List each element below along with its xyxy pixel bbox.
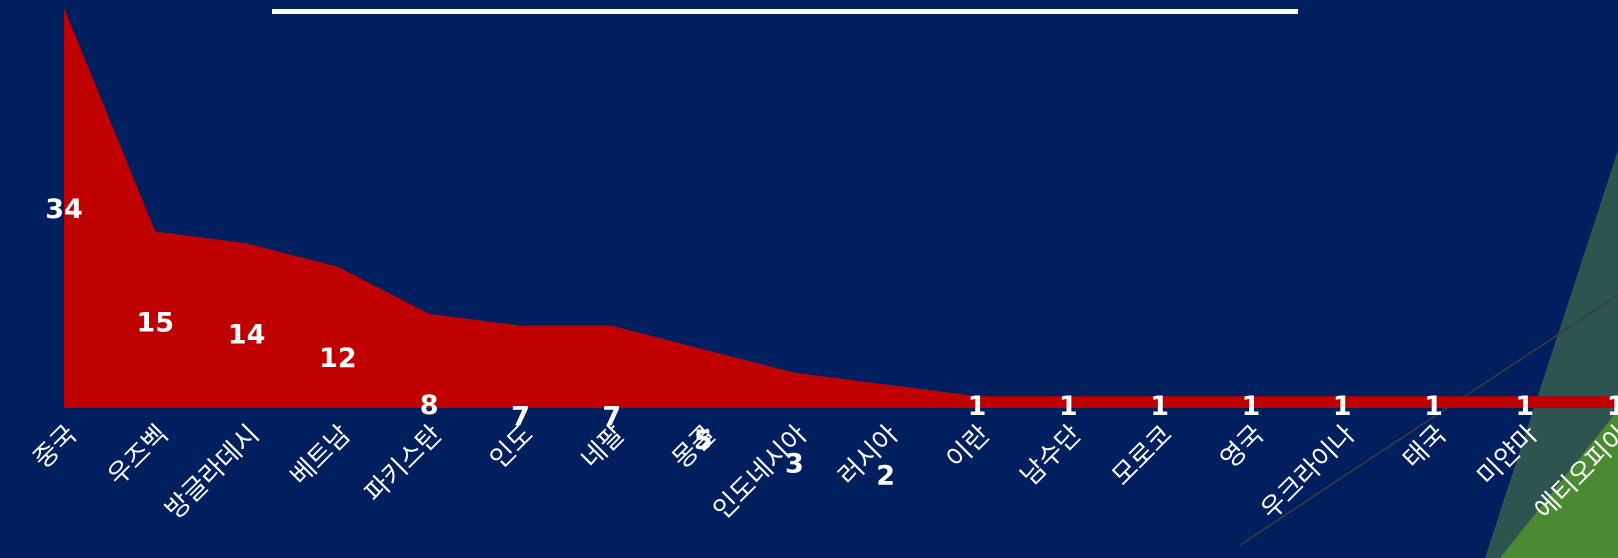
decor-green-triangle	[1500, 410, 1618, 558]
data-label: 7	[602, 402, 621, 433]
data-label: 1	[968, 391, 987, 422]
x-tick-label: 이란	[941, 420, 996, 475]
data-label: 5	[694, 425, 713, 456]
data-label: 2	[876, 461, 895, 492]
data-label: 1	[1059, 391, 1078, 422]
decor-thin-line	[1239, 294, 1618, 546]
x-tick-label: 파키스탄	[359, 420, 448, 509]
data-label: 1	[1242, 391, 1261, 422]
data-label: 1	[1607, 391, 1618, 422]
data-label: 14	[228, 319, 266, 350]
x-tick-label: 남수단	[1015, 420, 1087, 492]
x-tick-label: 중국	[28, 420, 83, 475]
data-label: 3	[785, 449, 804, 480]
x-tick-label: 모로코	[1107, 420, 1179, 492]
x-tick-label: 태국	[1397, 420, 1452, 475]
title-underline	[272, 9, 1298, 14]
series-area	[64, 8, 1618, 408]
x-tick-label: 우즈벡	[102, 420, 174, 492]
data-label: 34	[45, 194, 83, 225]
data-label: 1	[1515, 391, 1534, 422]
data-label: 1	[1333, 391, 1352, 422]
data-label: 1	[1424, 391, 1443, 422]
x-tick-label: 방글라데시	[160, 420, 266, 526]
x-tick-label: 인도	[484, 420, 539, 475]
data-label: 1	[1150, 391, 1169, 422]
x-tick-label: 우크라이나	[1255, 420, 1361, 526]
x-tick-label: 영국	[1215, 420, 1270, 475]
x-tick-label: 베트남	[285, 420, 357, 492]
data-label: 7	[511, 402, 530, 433]
data-label: 8	[420, 390, 439, 421]
data-label: 15	[137, 308, 175, 339]
data-label: 12	[319, 343, 357, 374]
x-tick-label: 몽골	[667, 420, 722, 475]
x-tick-label: 네팔	[576, 420, 631, 475]
